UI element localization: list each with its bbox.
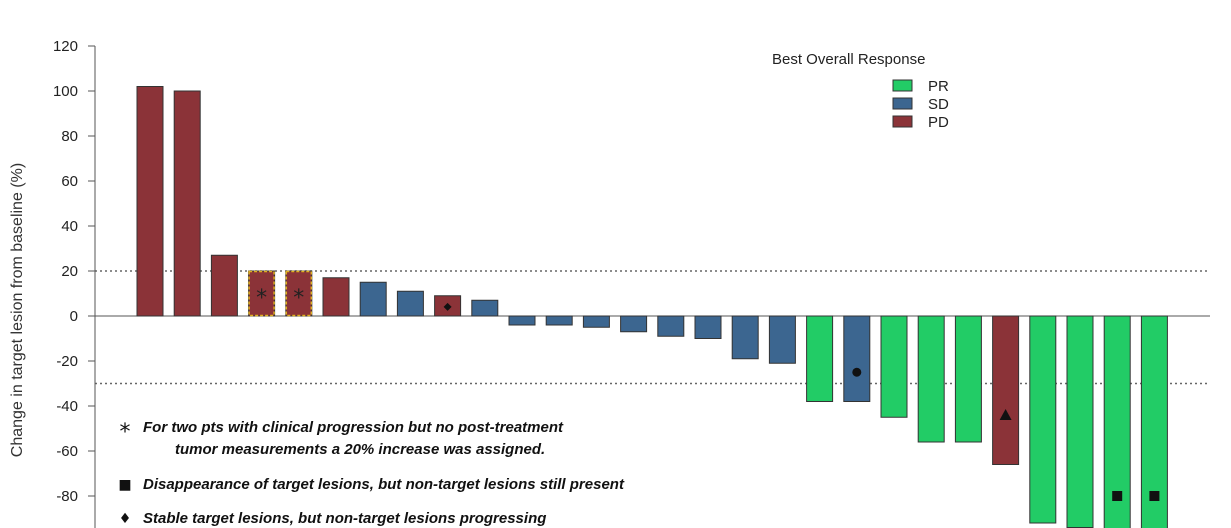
annotation-text: Stable target lesions, but non-target le… [143,510,546,527]
bar-pr [880,315,908,418]
bar-sd [620,315,648,333]
reference-lines [95,270,1210,385]
square-marker [1149,491,1160,501]
bar-sd [359,281,387,317]
legend-title: Best Overall Response [772,51,925,68]
bar-pr [1029,315,1057,524]
bar-sd [768,315,796,364]
annotation-notes: * For two pts with clinical progression b… [118,419,625,527]
bar-pr [954,315,982,443]
bar-sd [545,315,573,326]
y-tick-label: 80 [61,128,78,145]
bar-sd [471,299,499,317]
bar-sd [731,315,759,360]
y-tick-label: -80 [56,488,78,505]
y-tick-label: 0 [70,308,78,325]
y-tick-label: -20 [56,353,78,370]
star-marker: * [256,286,267,311]
bar-pd [173,90,201,317]
square-marker [1112,491,1123,501]
diamond-marker [443,302,452,311]
bar-sd [396,290,424,317]
bar-sd [694,315,722,339]
legend-swatch-sd [892,97,913,110]
diamond-symbol: ♦ [119,511,132,527]
annotation-text: Disappearance of target lesions, but non… [143,476,625,493]
annotation-text: For two pts with clinical progression bu… [143,419,564,436]
assigned-value-outline [248,270,275,317]
legend-swatch-pd [892,115,913,128]
annotation-text: tumor measurements a 20% increase was as… [175,441,545,458]
y-tick-label: 60 [61,173,78,190]
star-marker: * [293,286,304,311]
circle-marker [852,367,862,377]
y-tick-label: 40 [61,218,78,235]
bar-pd [210,254,238,317]
y-tick-label: 120 [53,38,78,55]
legend-label-pr: PR [928,78,949,95]
bar-sd [508,315,536,326]
bar-pr [917,315,945,443]
bar-pd [322,277,350,317]
bar-sd [582,315,610,328]
triangle-marker [999,409,1012,420]
bar-sd [657,315,685,337]
bars [136,86,1168,528]
y-axis: 120 100 80 60 40 20 0 -20 -40 -60 -80 [53,38,96,528]
bar-sd [843,315,871,402]
bar-pr [1066,315,1094,528]
bar-markers: * * [256,286,1160,501]
bar-pd [136,86,164,317]
bar-pd [992,315,1020,465]
star-symbol: * [120,420,131,445]
legend-label-pd: PD [928,114,949,131]
y-axis-label: Change in target lesion from baseline (%… [9,163,26,457]
bar-pr [806,315,834,402]
square-symbol: ■ [118,477,131,493]
y-tick-label: 20 [61,263,78,280]
y-tick-label: -40 [56,398,78,415]
assigned-value-outline [285,270,313,317]
y-tick-label: -60 [56,443,78,460]
legend-swatch-pr [892,79,913,92]
y-tick-label: 100 [53,83,78,100]
legend-label-sd: SD [928,96,949,113]
